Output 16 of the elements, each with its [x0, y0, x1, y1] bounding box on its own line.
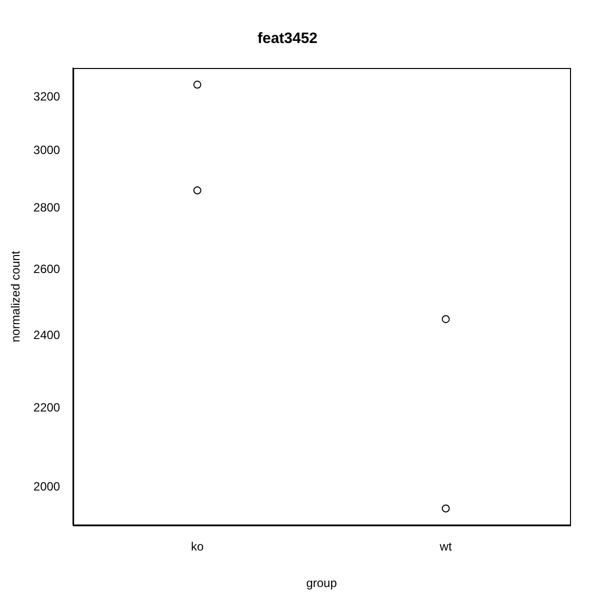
point	[193, 186, 202, 194]
x-tick-label: wt	[438, 540, 452, 554]
point	[193, 80, 202, 89]
y-tick-label: 2200	[33, 400, 60, 414]
point	[442, 315, 450, 324]
y-tick-label: 2000	[33, 479, 60, 494]
y-tick-label: 2800	[33, 200, 60, 214]
point	[442, 504, 450, 512]
x-tick-label: ko	[190, 540, 204, 554]
x-axis-title: group	[306, 576, 338, 590]
chart-title: feat3452	[257, 30, 318, 48]
y-axis-title: normalized count	[8, 250, 23, 342]
y-tick-label: 3000	[33, 143, 60, 158]
y-tick-label: 2600	[33, 262, 60, 276]
y-tick-label: 3200	[33, 90, 60, 104]
y-tick-label: 2400	[33, 328, 60, 342]
